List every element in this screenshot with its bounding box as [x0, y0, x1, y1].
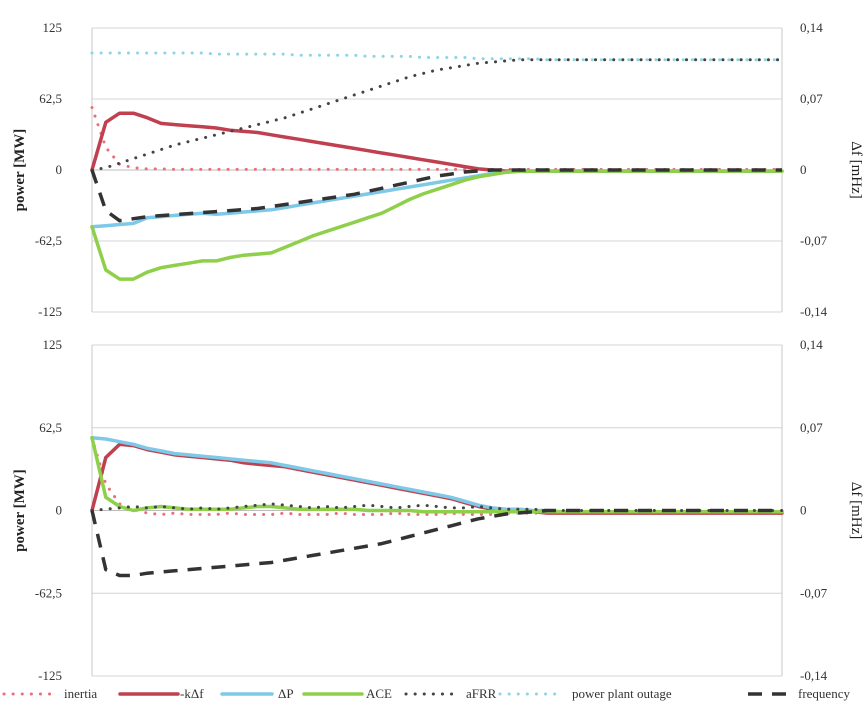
legend-label: frequency — [798, 686, 850, 701]
series-line--k-f — [90, 111, 784, 173]
legend-label: inertia — [64, 686, 97, 701]
y2-tick-label: -0,07 — [800, 233, 828, 248]
y-tick-label: 125 — [43, 20, 63, 35]
y-tick-label: 62,5 — [39, 420, 62, 435]
legend-label: aFRR — [466, 686, 497, 701]
y2-axis-title: Δf [mHz] — [848, 482, 864, 540]
y2-tick-label: -0,07 — [800, 585, 828, 600]
legend-label: power plant outage — [572, 686, 672, 701]
y-tick-label: -125 — [38, 668, 62, 683]
series-line-power-plant-outage — [90, 51, 784, 62]
y2-tick-label: -0,14 — [800, 304, 828, 319]
series-line-inertia — [90, 106, 784, 171]
y2-tick-label: 0 — [800, 162, 807, 177]
y-tick-label: 125 — [43, 337, 63, 352]
legend-label: ΔP — [278, 686, 294, 701]
y-tick-label: 62,5 — [39, 91, 62, 106]
legend-label: -kΔf — [180, 686, 204, 701]
series-line-afrr — [90, 502, 784, 512]
series-line--p — [90, 435, 784, 514]
series-line-frequency — [90, 508, 782, 578]
legend-item: -kΔf — [118, 686, 204, 701]
y-axis-title: power [MW] — [12, 469, 28, 552]
series-line-frequency — [90, 168, 782, 223]
y2-tick-label: -0,14 — [800, 668, 828, 683]
series-line-inertia — [90, 436, 784, 516]
legend-item: inertia — [2, 686, 97, 701]
y-axis-title: power [MW] — [12, 129, 28, 212]
series-line-afrr — [90, 58, 784, 172]
series-line-ace — [90, 435, 784, 514]
legend-label: ACE — [366, 686, 392, 701]
series-line--p — [90, 169, 784, 229]
legend-item: ACE — [302, 686, 392, 701]
legend-item: aFRR — [404, 686, 497, 701]
y2-tick-label: 0,14 — [800, 20, 823, 35]
y-tick-label: -62,5 — [35, 585, 62, 600]
legend-item: ΔP — [220, 686, 294, 701]
y2-tick-label: 0,07 — [800, 420, 823, 435]
y-tick-label: 0 — [56, 503, 63, 518]
legend-item: power plant outage — [498, 686, 672, 701]
panel-1: 125 62,5 0 -62,5 -125 0,14 0,07 0 -0,07 -0,14 powe… — [12, 20, 864, 319]
series-line-ace — [90, 169, 784, 281]
y2-axis-title: Δf [mHz] — [848, 141, 864, 199]
legend: inertia -kΔf ΔP ACE aFRR power plant outage fr… — [2, 686, 850, 701]
y2-tick-label: 0,14 — [800, 337, 823, 352]
y2-tick-label: 0 — [800, 503, 807, 518]
y-tick-label: -62,5 — [35, 233, 62, 248]
legend-item: frequency — [748, 686, 850, 701]
panel-2: 125 62,5 0 -62,5 -125 0,14 0,07 0 -0,07 -0,14 powe… — [12, 337, 864, 683]
y-tick-label: 0 — [56, 162, 63, 177]
y-tick-label: -125 — [38, 304, 62, 319]
y2-tick-label: 0,07 — [800, 91, 823, 106]
